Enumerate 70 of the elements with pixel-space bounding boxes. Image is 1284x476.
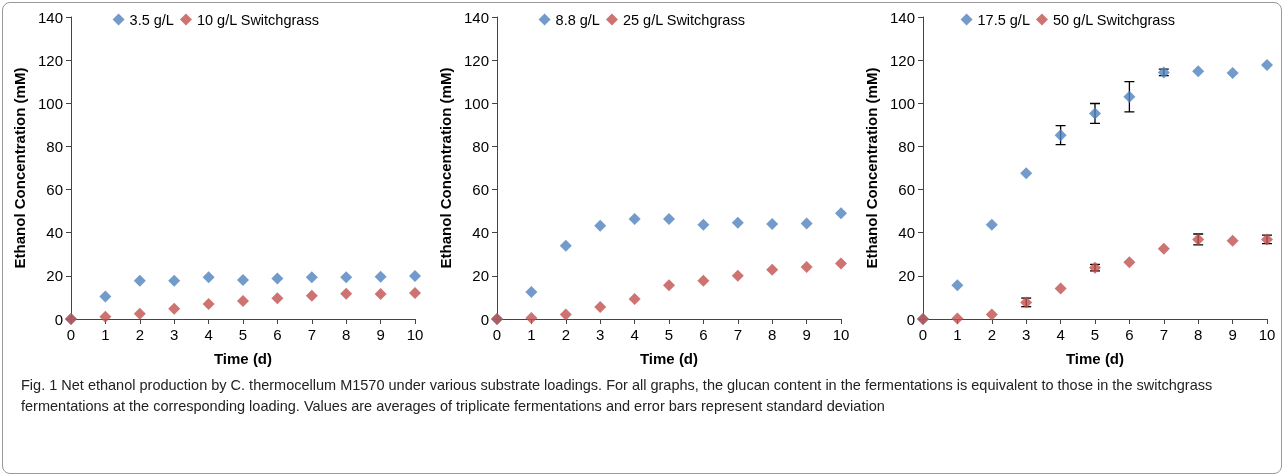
y-tick-label: 0 bbox=[480, 310, 489, 328]
y-tick-label: 20 bbox=[898, 267, 915, 285]
y-axis-title: Ethanol Concentration (mM) bbox=[11, 67, 29, 269]
x-axis-title: Time (d) bbox=[639, 350, 699, 367]
legend-label: 3.5 g/L bbox=[129, 11, 174, 28]
x-tick-label: 4 bbox=[630, 326, 639, 343]
y-tick-label: 80 bbox=[46, 137, 63, 155]
x-tick-label: 9 bbox=[1228, 326, 1237, 343]
x-tick-label: 7 bbox=[1159, 326, 1168, 343]
legend-label: 17.5 g/L bbox=[977, 11, 1030, 28]
y-axis-title: Ethanol Concentration (mM) bbox=[863, 67, 881, 269]
x-tick-label: 2 bbox=[135, 326, 144, 343]
y-tick-label: 0 bbox=[54, 310, 63, 328]
x-axis-title: Time (d) bbox=[1065, 350, 1125, 367]
x-tick-label: 0 bbox=[492, 326, 502, 343]
x-tick-label: 7 bbox=[307, 326, 316, 343]
y-tick-label: 140 bbox=[37, 8, 63, 26]
x-tick-label: 3 bbox=[170, 326, 179, 343]
caption: Fig. 1 Net ethanol production by C. thermocellum M1570 under various substrate loadings. For all graphs, the glucan content in the fermentations is equivalent to those in the switchgrass fermentations at the corresponding loading. Values are averages of triplicate fermentations and error bars represent standard deviation bbox=[21, 376, 1214, 416]
x-tick-label: 5 bbox=[238, 326, 248, 343]
y-tick-label: 120 bbox=[889, 51, 915, 69]
y-tick-label: 100 bbox=[889, 94, 915, 112]
y-tick-label: 60 bbox=[898, 181, 915, 199]
y-tick-label: 140 bbox=[463, 8, 489, 26]
x-tick-label: 3 bbox=[1022, 326, 1031, 343]
y-tick-label: 120 bbox=[463, 51, 489, 69]
x-tick-label: 9 bbox=[802, 326, 811, 343]
y-tick-label: 40 bbox=[46, 224, 63, 242]
x-tick-label: 4 bbox=[1056, 326, 1065, 343]
x-tick-label: 2 bbox=[987, 326, 996, 343]
x-tick-label: 10 bbox=[406, 326, 424, 343]
y-tick-label: 120 bbox=[37, 51, 63, 69]
y-tick-label: 40 bbox=[898, 224, 915, 242]
y-tick-label: 80 bbox=[898, 137, 915, 155]
y-tick-label: 0 bbox=[906, 310, 915, 328]
x-tick-label: 5 bbox=[664, 326, 674, 343]
x-tick-label: 1 bbox=[527, 326, 536, 343]
x-tick-label: 2 bbox=[561, 326, 570, 343]
legend-label: 50 g/L Switchgrass bbox=[1052, 11, 1175, 28]
y-tick-label: 100 bbox=[463, 94, 489, 112]
legend-label: 25 g/L Switchgrass bbox=[622, 11, 745, 28]
x-tick-label: 6 bbox=[1125, 326, 1134, 343]
x-tick-label: 7 bbox=[733, 326, 742, 343]
x-axis-title: Time (d) bbox=[213, 350, 273, 367]
x-tick-label: 10 bbox=[1258, 326, 1276, 343]
y-tick-label: 140 bbox=[889, 8, 915, 26]
y-axis-title: Ethanol Concentration (mM) bbox=[437, 67, 455, 269]
x-tick-label: 6 bbox=[699, 326, 708, 343]
x-tick-label: 6 bbox=[273, 326, 282, 343]
y-tick-label: 20 bbox=[46, 267, 63, 285]
x-tick-label: 0 bbox=[66, 326, 76, 343]
legend-label: 8.8 g/L bbox=[555, 11, 600, 28]
legend-label: 10 g/L Switchgrass bbox=[196, 11, 319, 28]
x-tick-label: 1 bbox=[953, 326, 962, 343]
x-tick-label: 10 bbox=[832, 326, 850, 343]
x-tick-label: 0 bbox=[918, 326, 928, 343]
y-tick-label: 60 bbox=[46, 181, 63, 199]
y-tick-label: 100 bbox=[37, 94, 63, 112]
x-tick-label: 4 bbox=[204, 326, 213, 343]
x-tick-label: 8 bbox=[342, 326, 351, 343]
x-tick-label: 9 bbox=[376, 326, 385, 343]
y-tick-label: 80 bbox=[472, 137, 489, 155]
x-tick-label: 1 bbox=[101, 326, 110, 343]
x-tick-label: 5 bbox=[1090, 326, 1100, 343]
y-tick-label: 20 bbox=[472, 267, 489, 285]
x-tick-label: 8 bbox=[768, 326, 777, 343]
x-tick-label: 3 bbox=[596, 326, 605, 343]
y-tick-label: 40 bbox=[472, 224, 489, 242]
x-tick-label: 8 bbox=[1194, 326, 1203, 343]
y-tick-label: 60 bbox=[472, 181, 489, 199]
